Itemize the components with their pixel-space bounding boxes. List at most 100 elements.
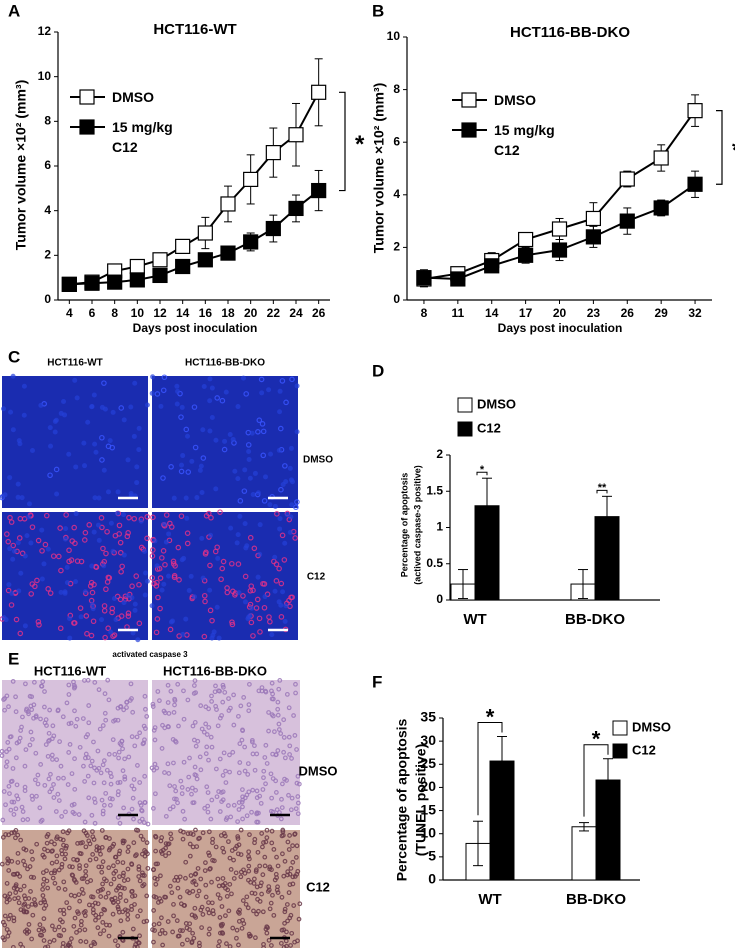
- nucleus: [134, 464, 140, 470]
- cell: [153, 881, 159, 887]
- cell: [51, 937, 57, 943]
- cell: [59, 851, 65, 857]
- cell: [47, 707, 53, 713]
- cell: [191, 935, 197, 941]
- cell: [257, 863, 263, 869]
- cell: [199, 726, 205, 732]
- cell: [225, 803, 231, 808]
- cell: [190, 879, 196, 885]
- cell: [117, 895, 123, 901]
- cell: [52, 927, 58, 933]
- nucleus: [99, 404, 105, 410]
- cell: [153, 629, 160, 636]
- y-tick-label: 35: [420, 709, 436, 725]
- cell: [13, 755, 19, 761]
- cell: [276, 727, 282, 732]
- cell: [171, 572, 178, 579]
- cell: [29, 736, 35, 742]
- y-tick-label: 20: [420, 778, 436, 794]
- y-tick-label: 4: [44, 203, 51, 217]
- cell: [29, 793, 35, 799]
- cell: [237, 760, 243, 765]
- cell: [221, 750, 227, 756]
- cell: [38, 819, 44, 824]
- cell: [89, 589, 96, 596]
- cell: [269, 795, 275, 801]
- cell: [42, 704, 47, 710]
- cell: [213, 683, 218, 689]
- nucleus: [135, 637, 141, 643]
- cell: [245, 771, 251, 777]
- cell: [85, 755, 91, 761]
- cell: [23, 681, 28, 687]
- cell: [289, 756, 294, 761]
- cell: [267, 866, 273, 872]
- cell: [67, 864, 73, 869]
- cell: [262, 863, 268, 869]
- nucleus: [134, 480, 140, 486]
- marker: [288, 200, 304, 217]
- cell: [281, 557, 288, 563]
- cell: [95, 901, 101, 907]
- cell: [275, 890, 281, 895]
- cell: [205, 790, 211, 796]
- cell: [288, 912, 294, 918]
- cell: [191, 800, 197, 805]
- cell: [206, 757, 211, 763]
- y-tick-label: 10: [38, 69, 52, 83]
- bar: [489, 760, 515, 881]
- nucleus: [30, 448, 36, 454]
- nucleus: [64, 580, 70, 586]
- cell: [122, 776, 128, 782]
- cell: [110, 911, 116, 917]
- marker: [585, 210, 601, 227]
- x-tick-label: BB-DKO: [566, 891, 626, 908]
- cell: [152, 725, 158, 731]
- nucleus: [247, 613, 253, 619]
- cell: [42, 846, 47, 852]
- cell: [246, 708, 252, 714]
- cell: [246, 789, 252, 795]
- cell: [81, 763, 86, 769]
- cell: [294, 843, 300, 849]
- cell: [26, 929, 32, 935]
- nucleus: [234, 540, 240, 546]
- cell: [181, 716, 187, 722]
- y-tick-label: 0: [393, 292, 400, 306]
- cell: [159, 927, 165, 933]
- cell: [97, 726, 103, 732]
- nucleus: [280, 589, 286, 595]
- nucleus: [185, 433, 191, 439]
- cell: [6, 783, 12, 789]
- nucleus: [90, 606, 96, 612]
- nucleus: [21, 412, 27, 418]
- nucleus: [121, 512, 127, 518]
- cell: [137, 730, 143, 736]
- cell: [47, 472, 53, 479]
- cell: [69, 802, 75, 808]
- cell: [86, 703, 92, 708]
- cell: [192, 764, 198, 770]
- marker: [450, 271, 466, 287]
- cell: [66, 828, 72, 834]
- nucleus: [242, 521, 248, 527]
- cell: [120, 746, 125, 752]
- cell: [67, 741, 73, 747]
- cell: [297, 901, 303, 907]
- cell: [144, 840, 150, 846]
- cell: [63, 809, 68, 815]
- cell: [108, 881, 114, 887]
- legend-label: C12: [477, 420, 501, 435]
- cell: [228, 867, 234, 872]
- cell: [262, 854, 268, 860]
- cell: [234, 935, 239, 941]
- nucleus: [276, 599, 282, 605]
- cell: [178, 778, 184, 784]
- cell: [74, 716, 80, 722]
- cell: [23, 847, 29, 853]
- nucleus: [10, 373, 16, 379]
- nucleus: [227, 431, 233, 437]
- nucleus: [259, 390, 265, 396]
- cell: [4, 880, 10, 886]
- cell: [29, 936, 35, 942]
